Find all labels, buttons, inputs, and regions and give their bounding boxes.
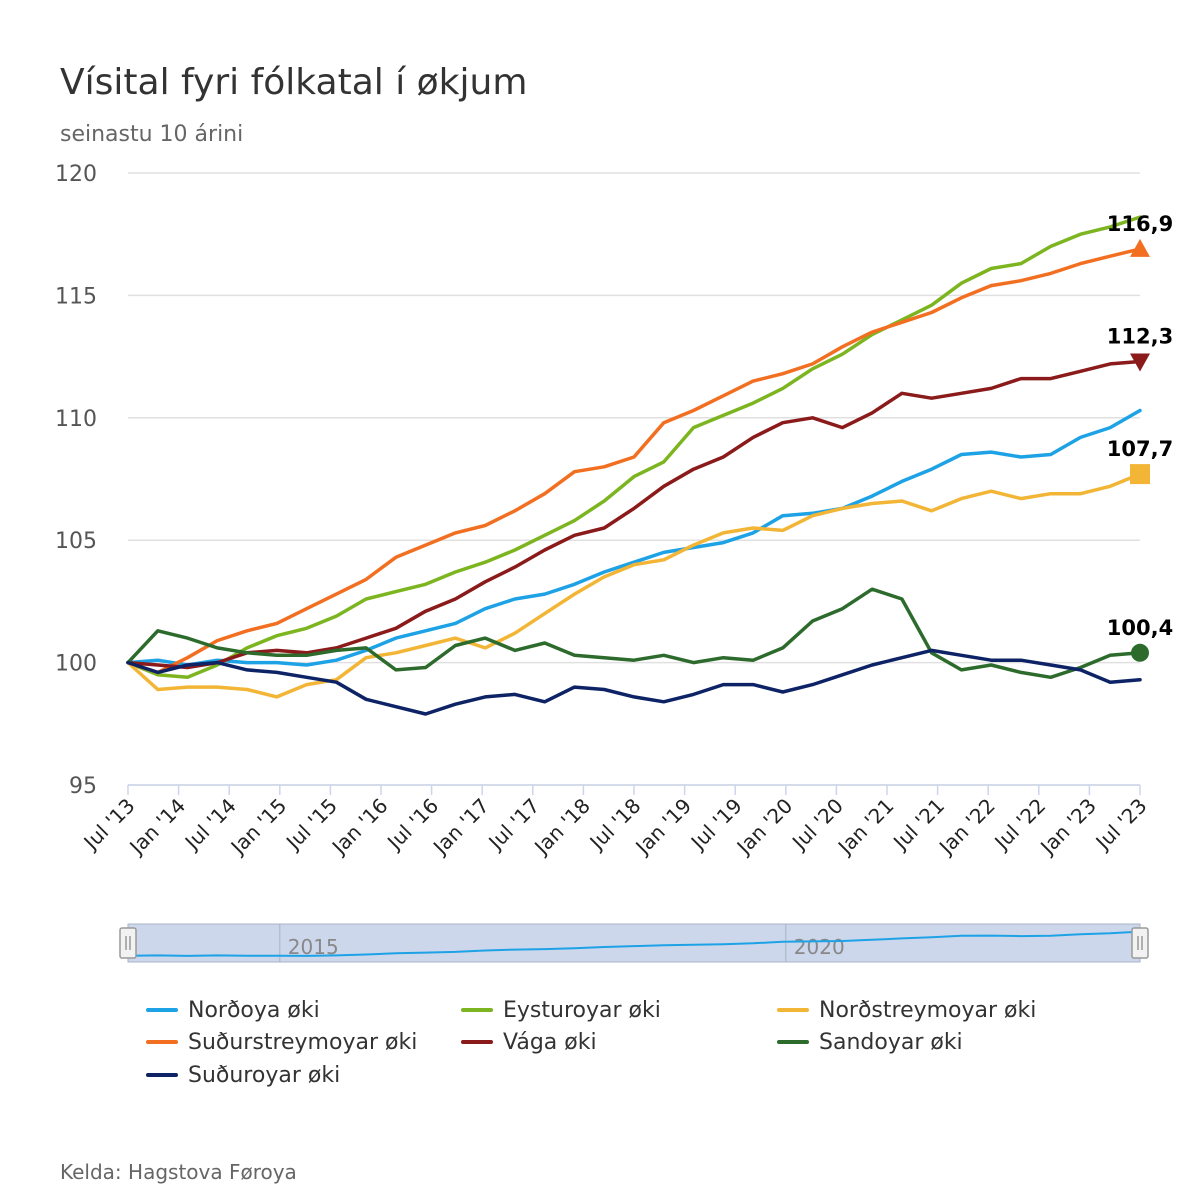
x-tick-label: Jul '23 — [1090, 794, 1152, 856]
legend-swatch — [146, 1008, 178, 1012]
legend-item[interactable]: Sandoyar øki — [777, 1027, 963, 1057]
x-tick-label: Jan '17 — [427, 794, 494, 861]
legend-swatch — [146, 1073, 178, 1077]
legend-swatch — [146, 1040, 178, 1044]
series-line — [126, 359, 1142, 670]
navigator-series-line — [127, 930, 1141, 957]
series-line — [126, 472, 1142, 699]
legend-label: Sandoyar øki — [819, 1029, 963, 1055]
x-tick-label: Jan '15 — [225, 794, 292, 861]
x-tick-label: Jan '20 — [731, 794, 798, 861]
x-tick-label: Jan '14 — [124, 794, 191, 861]
series-lines — [126, 215, 1142, 716]
x-tick-label: Jan '18 — [528, 794, 595, 861]
data-label: 107,7 — [1107, 437, 1173, 461]
end-marker — [1130, 464, 1150, 485]
legend-swatch — [777, 1008, 809, 1012]
y-tick-label: 95 — [69, 774, 97, 799]
legend-item[interactable]: Norðstreymoyar øki — [777, 995, 1036, 1025]
y-tick-label: 105 — [55, 529, 97, 554]
grid — [128, 172, 1140, 786]
end-marker — [1131, 643, 1149, 662]
series-line — [126, 215, 1142, 680]
credits: Kelda: Hagstova Føroya — [60, 1160, 297, 1184]
end-marker — [1130, 238, 1150, 257]
x-tick-label: Jan '22 — [933, 794, 1000, 861]
legend-item[interactable]: Suðurstreymoyar øki — [146, 1027, 417, 1057]
legend-swatch — [461, 1008, 493, 1012]
y-tick-label: 110 — [55, 407, 97, 432]
data-label: 100,4 — [1107, 616, 1173, 640]
series-line — [126, 648, 1142, 716]
legend-label: Norðoya øki — [188, 997, 320, 1023]
data-label: 112,3 — [1107, 324, 1173, 348]
navigator-year-label: 2020 — [794, 935, 845, 959]
legend-item[interactable]: Norðoya øki — [146, 995, 320, 1025]
legend-item[interactable]: Vága øki — [461, 1027, 597, 1057]
x-tick-label: Jan '16 — [326, 794, 393, 861]
series-line — [126, 587, 1142, 680]
chart-subtitle: seinastu 10 árini — [60, 122, 244, 147]
legend-label: Suðuroyar øki — [188, 1062, 341, 1088]
chart-title: Vísital fyri fólkatal í økjum — [60, 62, 528, 103]
navigator-handle-right[interactable] — [1131, 927, 1149, 959]
x-tick-label: Jan '19 — [630, 794, 697, 861]
legend-swatch — [461, 1040, 493, 1044]
legend-swatch — [777, 1040, 809, 1044]
legend-item[interactable]: Eysturoyar øki — [461, 995, 661, 1025]
legend-label: Eysturoyar øki — [503, 997, 661, 1023]
navigator[interactable]: 2015 2020 — [119, 923, 1149, 963]
legend-item[interactable]: Suðuroyar øki — [146, 1060, 340, 1090]
navigator-handle-left[interactable] — [119, 927, 137, 959]
y-tick-label: 120 — [55, 162, 97, 187]
x-tick-label: Jan '21 — [832, 794, 899, 861]
legend-label: Vága øki — [503, 1029, 597, 1055]
end-marker — [1130, 353, 1150, 372]
y-tick-label: 100 — [55, 652, 97, 677]
legend-label: Norðstreymoyar øki — [819, 997, 1037, 1023]
series-line — [126, 408, 1142, 667]
x-tick-label: Jan '23 — [1034, 794, 1101, 861]
y-tick-label: 115 — [55, 284, 97, 309]
legend-label: Suðurstreymoyar øki — [188, 1029, 418, 1055]
end-markers: 107,7 116,9 112,3 100,4 — [1107, 212, 1173, 662]
data-label: 116,9 — [1107, 212, 1173, 236]
y-axis: 95 100 105 110 115 120 — [55, 162, 97, 799]
series-line — [126, 247, 1142, 675]
